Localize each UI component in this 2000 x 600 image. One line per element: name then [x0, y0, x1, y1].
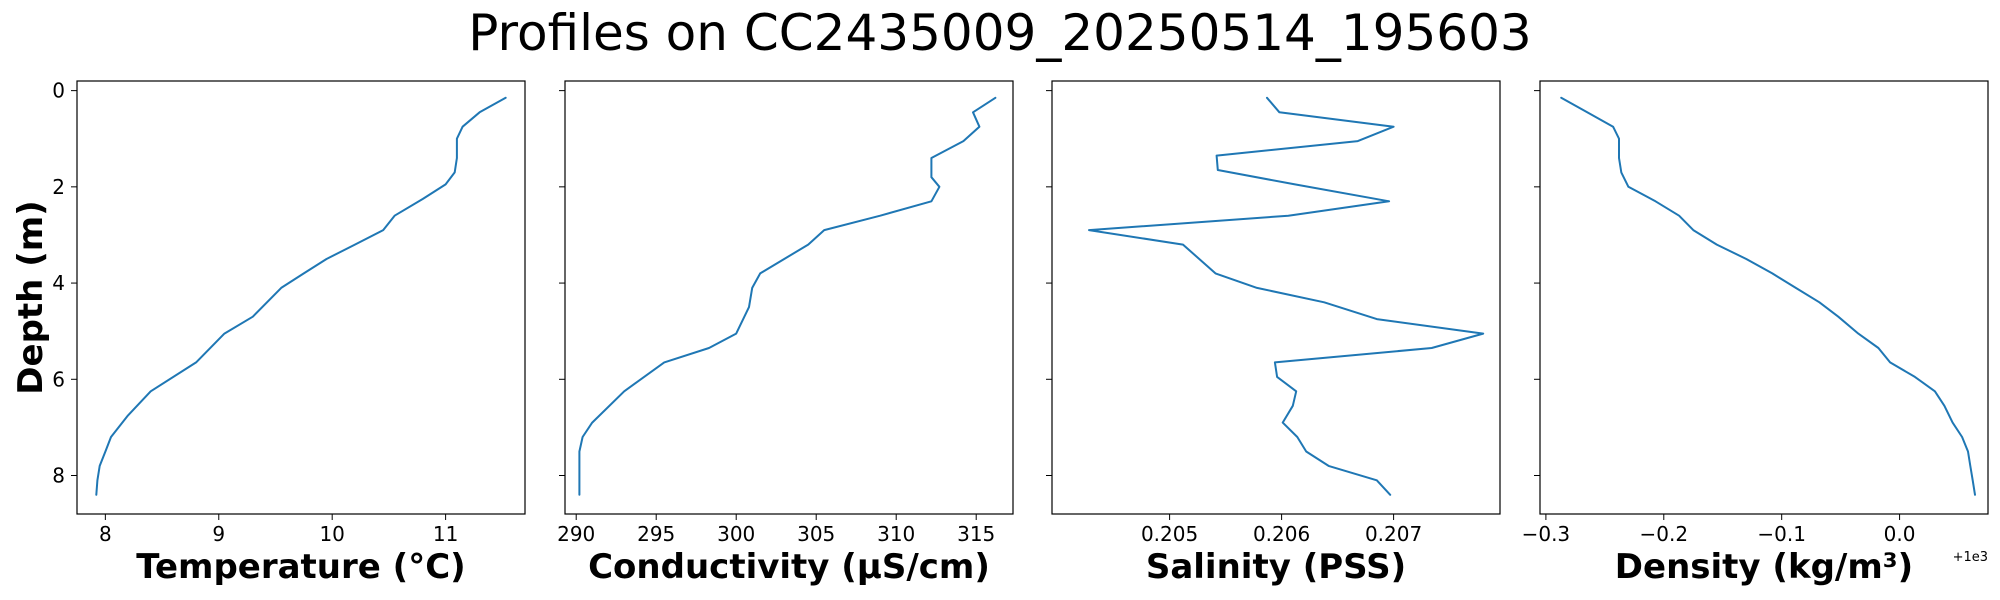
axes-frame — [1539, 80, 1989, 515]
x-tick-label: 0.205 — [1141, 522, 1198, 546]
series-line — [1560, 96, 1976, 496]
x-tick-label: 0.207 — [1365, 522, 1422, 546]
x-tick-label: 295 — [637, 522, 675, 546]
x-axis-label: Salinity (PSS) — [1146, 547, 1406, 587]
x-tick-label: 9 — [212, 522, 225, 546]
axes-frame — [76, 80, 526, 515]
x-tick-label: −0.3 — [1522, 522, 1571, 546]
x-tick-label: 310 — [877, 522, 915, 546]
y-tick-label: 8 — [52, 464, 65, 488]
series-line — [578, 96, 997, 496]
x-tick-label: 11 — [433, 522, 458, 546]
x-tick-label: 0.206 — [1253, 522, 1310, 546]
x-offset-label: +1e3 — [1953, 550, 1988, 565]
x-tick-label: 305 — [797, 522, 835, 546]
x-tick-label: 0.0 — [1884, 522, 1916, 546]
series-line — [95, 96, 507, 496]
x-tick-label: 290 — [557, 522, 595, 546]
y-tick-label: 2 — [52, 175, 65, 199]
axes-frame — [1051, 80, 1501, 515]
y-axis-label: Depth (m) — [11, 200, 51, 394]
x-tick-label: −0.2 — [1640, 522, 1689, 546]
chart-title: Profiles on CC2435009_20250514_195603 — [468, 4, 1532, 62]
subplot-1: 8 9 10 11 0 2 4 6 8 Temperature (°C) Depth (m) — [11, 79, 526, 587]
y-tick-label: 0 — [52, 79, 65, 103]
series-line — [1088, 96, 1485, 496]
x-tick-label: 315 — [957, 522, 995, 546]
x-axis-label: Conductivity (µS/cm) — [588, 547, 990, 587]
x-tick-label: 300 — [717, 522, 755, 546]
x-axis-label: Density (kg/m³) — [1615, 547, 1913, 587]
x-tick-label: 10 — [319, 522, 344, 546]
y-tick-label: 4 — [52, 271, 65, 295]
x-tick-label: 8 — [99, 522, 112, 546]
y-tick-label: 6 — [52, 367, 65, 391]
x-tick-label: −0.1 — [1757, 522, 1806, 546]
x-axis-label: Temperature (°C) — [136, 547, 465, 587]
axes-frame — [564, 80, 1014, 515]
